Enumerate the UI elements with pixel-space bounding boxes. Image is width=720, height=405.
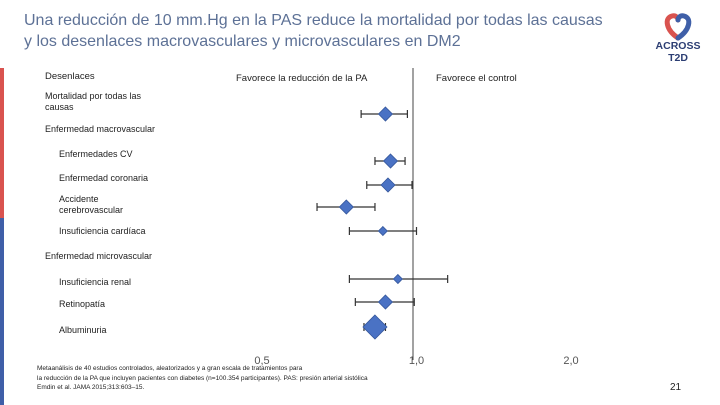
logo-text-line1: ACROSS [655,40,701,52]
outcome-label-all-cause-mortality: Mortalidad por todas las causas [45,91,142,112]
x-tick-label: 0,5 [254,355,269,367]
x-tick-label: 1,0 [409,355,424,367]
sidebar-red [0,68,4,218]
favors-left-label: Favorece la reducción de la PA [236,73,368,84]
estimate-marker-insuficiencia-cardiaca [377,225,388,237]
estimate-marker-accidente-cerebrovascular [338,199,354,215]
outcome-label-macrovascular: Enfermedad macrovascular [45,124,156,134]
estimate-marker-retinopatia [377,294,394,310]
estimate-marker-insuficiencia-renal [392,273,403,285]
logo-text: ACROSS T2D [650,40,706,64]
outcome-label-albuminuria: Albuminuria [59,325,107,335]
estimate-marker-enfermedades-cv [382,153,399,169]
footnote: Metaanálisis de 40 estudios controlados,… [37,364,467,393]
logo-text-line2: T2D [668,52,688,64]
outcome-label-renal-failure: Insuficiencia renal [59,277,132,287]
slide-title: Una reducción de 10 mm.Hg en la PAS redu… [24,12,603,50]
page-number: 21 [670,382,682,393]
outcome-label-cv-events: Enfermedades CV [59,149,133,159]
sidebar-blue [0,218,4,405]
x-tick-label: 2,0 [563,355,578,367]
sidebar-accent [0,68,4,405]
estimate-marker-enfermedad-coronaria [380,177,396,193]
outcome-label-stroke: Accidente cerebrovascular [59,194,124,215]
outcomes-column-header: Desenlaces [45,71,95,82]
favors-right-label: Favorece el control [436,73,517,84]
footnote-line1: Metaanálisis de 40 estudios controlados,… [37,365,303,372]
footnote-line2: la reducción de la PA que incluyen pacie… [37,374,368,382]
outcome-label-coronary: Enfermedad coronaria [59,173,149,183]
outcome-label-microvascular: Enfermedad microvascular [45,251,153,261]
logo-heart-blue [675,13,692,41]
estimate-marker-albuminuria [362,314,388,340]
outcome-label-heart-failure: Insuficiencia cardíaca [59,226,146,236]
across-t2d-logo [664,13,692,41]
outcome-label-retinopathy: Retinopatía [59,299,106,309]
estimate-marker-mortalidad-por-todas-las-causas [377,106,394,122]
footnote-line3: Emdin et al. JAMA 2015;313:603–15. [37,384,145,391]
